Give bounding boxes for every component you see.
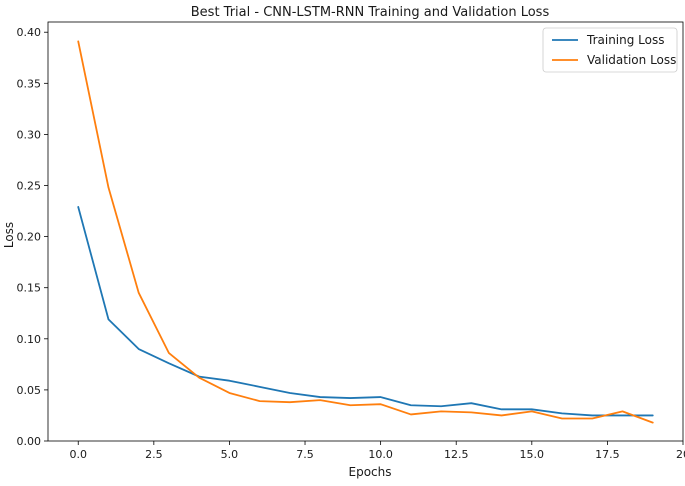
axes-frame bbox=[47, 21, 684, 442]
x-axis-ticks: 0.0 2.5 5.0 7.5 10.0 12.5 15.0 17.5 20 bbox=[69, 441, 685, 461]
y-tick-label: 0.05 bbox=[17, 384, 42, 397]
training-loss-legend-label: Training Loss bbox=[586, 33, 664, 47]
series-layer bbox=[77, 40, 654, 424]
training-loss-line bbox=[77, 206, 654, 417]
y-tick-label: 0.10 bbox=[17, 333, 42, 346]
x-tick-label: 17.5 bbox=[595, 448, 620, 461]
x-tick-label: 5.0 bbox=[221, 448, 239, 461]
x-axis-label: Epochs bbox=[349, 465, 392, 479]
x-tick-label: 15.0 bbox=[520, 448, 545, 461]
x-tick-label: 12.5 bbox=[444, 448, 469, 461]
y-axis-label: Loss bbox=[2, 222, 16, 248]
y-axis-ticks: 0.00 0.05 0.10 0.15 0.20 0.25 0.30 0.35 0.40 bbox=[17, 26, 48, 448]
y-tick-label: 0.00 bbox=[17, 435, 42, 448]
y-tick-label: 0.35 bbox=[17, 77, 42, 90]
plot-frame bbox=[47, 21, 684, 442]
legend-box bbox=[542, 27, 678, 73]
x-tick-label: 0.0 bbox=[69, 448, 87, 461]
y-tick-label: 0.25 bbox=[17, 180, 42, 193]
y-tick-label: 0.30 bbox=[17, 128, 42, 141]
validation-loss-line bbox=[77, 40, 654, 424]
y-tick-label: 0.15 bbox=[17, 282, 42, 295]
x-tick-label: 10.0 bbox=[368, 448, 393, 461]
validation-loss-legend-label: Validation Loss bbox=[587, 53, 676, 67]
x-tick-label: 20 bbox=[676, 448, 685, 461]
chart-title: Best Trial - CNN-LSTM-RNN Training and V… bbox=[191, 5, 550, 20]
y-tick-label: 0.20 bbox=[17, 231, 42, 244]
x-tick-label: 2.5 bbox=[145, 448, 163, 461]
y-tick-label: 0.40 bbox=[17, 26, 42, 39]
chart-legend: Training Loss Validation Loss bbox=[542, 27, 678, 73]
x-tick-label: 7.5 bbox=[296, 448, 314, 461]
